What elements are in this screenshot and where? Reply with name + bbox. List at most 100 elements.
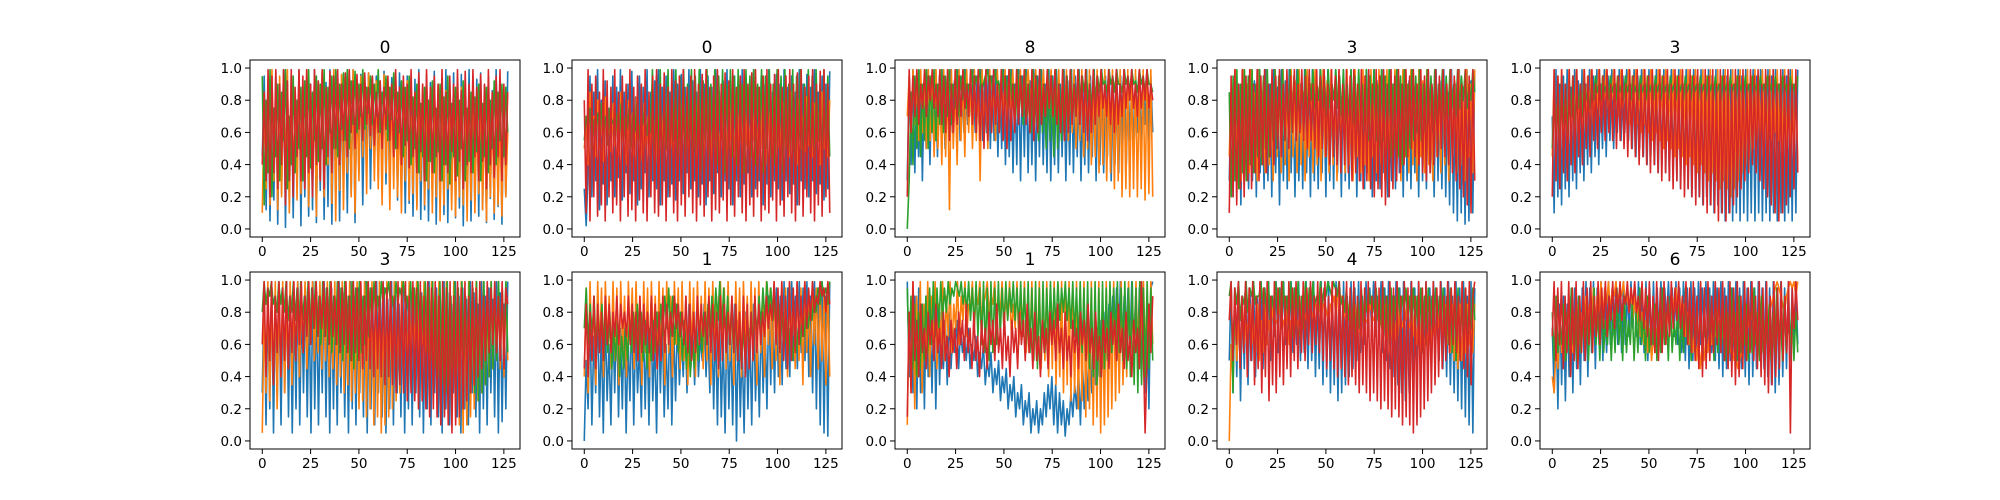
x-tick-label: 0 [580,456,589,472]
x-tick-label: 0 [903,244,912,260]
x-tick-label: 50 [350,456,367,472]
axes-frame [571,59,843,238]
y-tick-label: 0.0 [221,434,242,450]
y-tick-label: 0.2 [1511,190,1532,206]
axes-frame [894,271,1166,450]
series-line-4 [1551,68,1799,222]
subplot-7: 1 0 25 50 75 100 125 0.0 0.2 0.4 0.6 0.8 1.0 [543,250,843,472]
axes-frame [1216,59,1488,238]
series-line-4 [1228,280,1476,434]
subplot-title: 0 [380,38,391,58]
y-tick-label: 0.2 [543,190,564,206]
y-tick-label: 0.6 [1188,125,1209,141]
x-tick-label: 100 [1088,244,1114,260]
x-tick-label: 100 [1410,244,1436,260]
series-line-3 [906,280,1154,394]
x-tick-label: 25 [1269,456,1286,472]
x-tick-label: 75 [721,244,738,260]
x-tick-label: 125 [491,244,517,260]
y-tick-label: 1.0 [1511,61,1532,77]
y-tick-label: 0.4 [221,370,242,386]
x-tick-label: 25 [947,244,964,260]
series-line-4 [583,68,831,222]
series-group [261,68,509,229]
y-tick-label: 0.6 [543,337,564,353]
x-tick-label: 25 [624,456,641,472]
x-tick-label: 125 [813,456,839,472]
y-tick-label: 0.6 [221,125,242,141]
x-tick-label: 0 [258,456,267,472]
subplot-title: 3 [1347,38,1358,58]
x-tick-label: 50 [350,244,367,260]
subplot-title: 8 [1025,38,1036,58]
y-tick-label: 0.0 [1511,434,1532,450]
x-tick-label: 0 [903,456,912,472]
x-tick-label: 50 [672,456,689,472]
axes-frame [1539,59,1811,238]
subplot-4: 3 0 25 50 75 100 125 0.0 0.2 0.4 0.6 0.8 1.0 [1188,38,1488,260]
series-group [583,280,831,442]
x-tick-label: 50 [995,456,1012,472]
subplot-8: 1 0 25 50 75 100 125 0.0 0.2 0.4 0.6 0.8 1.0 [866,250,1166,472]
y-tick-label: 0.0 [1511,222,1532,238]
x-tick-label: 50 [995,244,1012,260]
subplot-title: 3 [1670,38,1681,58]
y-tick-label: 1.0 [221,273,242,289]
y-tick-label: 0.8 [221,305,242,321]
x-tick-label: 100 [443,456,469,472]
x-tick-label: 0 [1548,456,1557,472]
x-tick-label: 50 [1317,456,1334,472]
x-tick-label: 75 [399,456,416,472]
x-tick-label: 75 [1366,456,1383,472]
y-tick-label: 0.8 [543,93,564,109]
x-tick-label: 50 [1640,244,1657,260]
x-tick-label: 50 [672,244,689,260]
x-tick-label: 25 [947,456,964,472]
y-tick-label: 1.0 [866,61,887,77]
x-tick-label: 75 [1044,456,1061,472]
x-tick-label: 100 [1733,456,1759,472]
x-tick-label: 125 [491,456,517,472]
y-tick-label: 0.2 [1188,402,1209,418]
y-tick-label: 0.4 [221,158,242,174]
y-tick-label: 0.2 [866,190,887,206]
x-tick-label: 125 [1136,456,1162,472]
x-tick-label: 0 [1548,244,1557,260]
x-tick-label: 0 [1225,244,1234,260]
series-group [1551,68,1799,222]
y-tick-label: 0.8 [221,93,242,109]
series-group [906,280,1154,437]
y-tick-label: 0.8 [1511,305,1532,321]
y-tick-label: 0.0 [866,434,887,450]
x-tick-label: 25 [302,244,319,260]
x-tick-label: 25 [624,244,641,260]
y-tick-label: 0.4 [866,158,887,174]
series-group [906,68,1154,229]
y-tick-label: 1.0 [866,273,887,289]
x-tick-label: 25 [1269,244,1286,260]
series-line-4 [906,68,1154,197]
y-tick-label: 0.4 [1188,158,1209,174]
y-tick-label: 0.4 [543,158,564,174]
y-tick-label: 0.8 [866,93,887,109]
y-tick-label: 0.8 [1511,93,1532,109]
subplot-5: 3 0 25 50 75 100 125 0.0 0.2 0.4 0.6 0.8 1.0 [1511,38,1811,260]
axes-frame [571,271,843,450]
y-tick-label: 0.0 [221,222,242,238]
series-group [1551,280,1799,434]
y-tick-label: 1.0 [543,273,564,289]
series-line-4 [261,68,509,206]
series-line-4 [261,280,509,434]
y-tick-label: 0.4 [543,370,564,386]
y-tick-label: 0.8 [543,305,564,321]
y-tick-label: 0.0 [543,434,564,450]
subplot-title: 0 [702,38,713,58]
subplot-title: 1 [1025,250,1036,270]
y-tick-label: 0.6 [543,125,564,141]
series-line-4 [583,280,831,378]
y-tick-label: 0.8 [1188,93,1209,109]
x-tick-label: 75 [1689,244,1706,260]
x-tick-label: 75 [1366,244,1383,260]
